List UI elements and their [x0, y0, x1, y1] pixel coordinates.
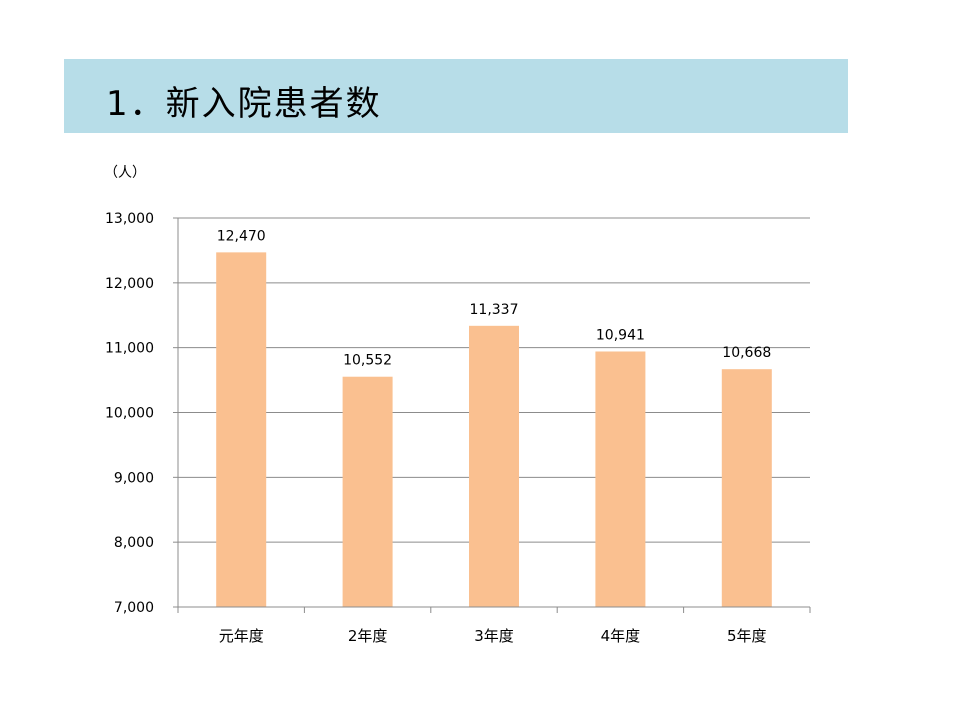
y-tick-label: 9,000 — [114, 470, 154, 486]
bar — [342, 376, 393, 607]
y-tick-label: 8,000 — [114, 535, 154, 551]
data-label: 12,470 — [217, 228, 266, 244]
y-tick-label: 7,000 — [114, 600, 154, 616]
axes — [173, 217, 811, 613]
bars — [216, 252, 772, 607]
y-tick-label: 11,000 — [105, 341, 154, 357]
y-tick-label: 13,000 — [105, 211, 154, 227]
bar — [721, 369, 772, 607]
data-label: 11,337 — [470, 302, 519, 318]
x-tick-label: 2年度 — [348, 627, 388, 645]
labels: 7,000 8,000 9,000 10,000 11,000 12,000 13,000 1… — [105, 211, 771, 645]
x-tick-label: 3年度 — [474, 627, 514, 645]
x-tick-label: 4年度 — [601, 627, 641, 645]
page-title: 1．新入院患者数 — [106, 84, 382, 124]
y-tick-label: 10,000 — [105, 406, 154, 422]
y-tick-label: 12,000 — [105, 276, 154, 292]
data-label: 10,552 — [343, 353, 392, 369]
data-label: 10,668 — [722, 345, 771, 361]
bar — [216, 252, 267, 607]
data-label: 10,941 — [596, 327, 645, 343]
title-band — [64, 59, 848, 133]
bar — [595, 351, 646, 607]
x-tick-label: 元年度 — [219, 627, 264, 645]
y-axis-unit-label: （人） — [104, 165, 146, 181]
x-tick-label: 5年度 — [727, 627, 767, 645]
bar — [469, 325, 519, 607]
